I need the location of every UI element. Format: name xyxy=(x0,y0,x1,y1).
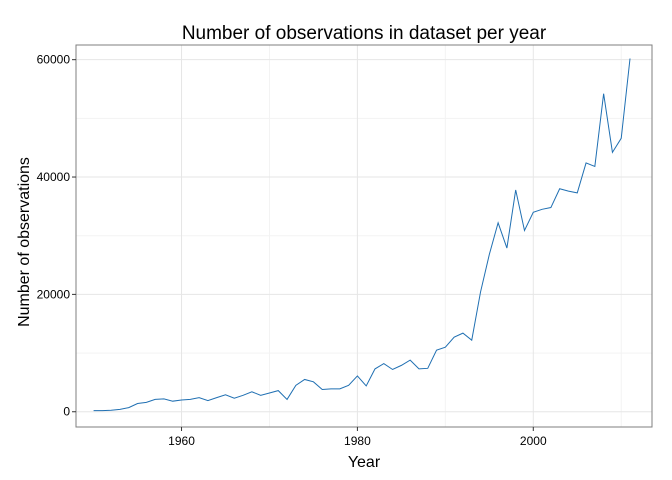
data-point xyxy=(498,222,499,223)
data-point xyxy=(163,398,164,399)
data-point xyxy=(401,365,402,366)
data-point xyxy=(216,397,217,398)
data-point xyxy=(629,58,630,59)
data-point xyxy=(454,337,455,338)
x-tick-label: 2000 xyxy=(520,434,547,448)
y-tick-label: 0 xyxy=(63,405,70,419)
data-point xyxy=(585,162,586,163)
data-point xyxy=(603,93,604,94)
data-point xyxy=(506,247,507,248)
data-point xyxy=(128,407,129,408)
data-point xyxy=(541,209,542,210)
data-point xyxy=(137,403,138,404)
y-tick-label: 60000 xyxy=(37,53,71,67)
data-point xyxy=(568,191,569,192)
data-point xyxy=(199,397,200,398)
data-point xyxy=(489,254,490,255)
data-point xyxy=(286,399,287,400)
data-point xyxy=(146,402,147,403)
data-point xyxy=(278,390,279,391)
data-point xyxy=(348,385,349,386)
data-point xyxy=(436,350,437,351)
series-layer xyxy=(93,58,631,412)
data-point xyxy=(471,340,472,341)
y-axis-title: Number of observations xyxy=(16,157,33,327)
data-point xyxy=(172,401,173,402)
series-line xyxy=(93,58,631,412)
data-point xyxy=(366,385,367,386)
data-point xyxy=(190,399,191,400)
data-point xyxy=(559,188,560,189)
data-point xyxy=(480,291,481,292)
data-point xyxy=(251,391,252,392)
data-point xyxy=(119,409,120,410)
data-point xyxy=(577,192,578,193)
data-point xyxy=(594,166,595,167)
data-point xyxy=(621,138,622,139)
data-point xyxy=(533,212,534,213)
data-point xyxy=(93,410,94,411)
data-point xyxy=(242,395,243,396)
data-point xyxy=(427,368,428,369)
data-point xyxy=(102,410,103,411)
x-tick-label: 1960 xyxy=(168,434,195,448)
data-point xyxy=(392,369,393,370)
chart-title: Number of observations in dataset per ye… xyxy=(182,23,547,44)
data-point xyxy=(445,347,446,348)
data-point xyxy=(295,385,296,386)
data-point xyxy=(524,230,525,231)
data-point xyxy=(269,392,270,393)
data-point xyxy=(357,375,358,376)
data-point xyxy=(550,207,551,208)
data-point xyxy=(515,189,516,190)
y-tick-label: 40000 xyxy=(37,170,71,184)
data-point xyxy=(111,410,112,411)
data-point xyxy=(462,333,463,334)
data-point xyxy=(225,394,226,395)
grid-layer xyxy=(76,45,652,427)
data-point xyxy=(260,395,261,396)
data-point xyxy=(181,399,182,400)
y-tick-label: 20000 xyxy=(37,287,71,301)
data-point xyxy=(612,152,613,153)
data-point xyxy=(234,398,235,399)
data-point xyxy=(339,388,340,389)
data-point xyxy=(155,399,156,400)
data-point xyxy=(418,368,419,369)
data-point xyxy=(313,381,314,382)
data-point xyxy=(410,360,411,361)
x-tick-label: 1980 xyxy=(344,434,371,448)
data-point xyxy=(374,368,375,369)
plot-panel-border xyxy=(75,44,653,428)
data-point xyxy=(304,379,305,380)
data-point xyxy=(207,400,208,401)
x-axis-title: Year xyxy=(348,454,381,471)
data-point xyxy=(330,388,331,389)
data-point xyxy=(383,363,384,364)
data-point xyxy=(322,389,323,390)
